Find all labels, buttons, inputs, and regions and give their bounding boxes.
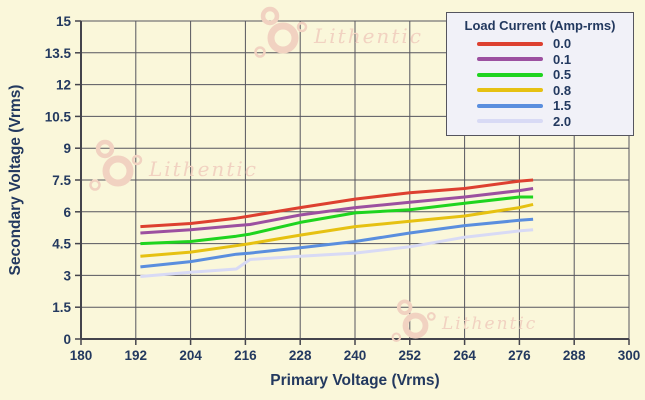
data-series [140,178,534,278]
legend-entry-0.1: 0.1 [453,52,627,68]
tick-label-x-240: 240 [344,348,367,363]
legend-entry-0.5: 0.5 [453,67,627,83]
tick-label-x-180: 180 [70,348,93,363]
x-axis-title: Primary Voltage (Vrms) [270,372,439,389]
legend-swatch-0.5 [477,72,543,77]
tick-label-x-252: 252 [399,348,422,363]
legend-label-2.0: 2.0 [553,113,572,129]
series-line-1.5 [140,217,534,269]
tick-label-y-15: 15 [56,14,72,29]
legend-entry-0.8: 0.8 [453,83,627,99]
tick-label-y-3: 3 [63,268,71,283]
series-line-0.1 [140,187,534,235]
tick-label-x-288: 288 [563,348,586,363]
tick-label-y-0: 0 [63,332,71,347]
legend-swatch-0.8 [477,88,543,93]
tick-label-x-300: 300 [618,348,641,363]
series-line-0.0 [140,178,534,229]
tick-label-y-7.5: 7.5 [52,173,71,188]
tick-label-x-228: 228 [289,348,312,363]
tick-label-y-12: 12 [56,78,71,93]
tick-label-y-6: 6 [63,205,71,220]
tick-label-y-10.5: 10.5 [45,109,72,124]
legend-swatch-0.1 [477,57,543,62]
tick-label-y-4.5: 4.5 [52,237,71,252]
legend-label-0.1: 0.1 [553,51,572,67]
legend-label-0.5: 0.5 [553,67,572,83]
axis-tick-labels: 180 192 204 216 228 240 252 264 276 288 300 0 1.5 3 4.… [45,14,641,363]
tick-label-y-13.5: 13.5 [45,46,72,61]
tick-label-x-216: 216 [234,348,257,363]
legend-rows: 0.0 0.1 0.5 0.8 1.5 2.0 [453,36,627,129]
tick-label-y-1.5: 1.5 [52,300,71,315]
series-line-0.8 [140,202,534,258]
series-line-2.0 [140,228,534,278]
tick-label-x-192: 192 [125,348,148,363]
legend-label-0.0: 0.0 [553,36,572,52]
legend: Load Current (Amp-rms) 0.0 0.1 0.5 0.8 1.5 2.… [446,12,634,136]
legend-label-0.8: 0.8 [553,82,572,98]
legend-entry-1.5: 1.5 [453,98,627,114]
legend-swatch-2.0 [477,119,543,124]
legend-entry-0.0: 0.0 [453,36,627,52]
legend-title: Load Current (Amp-rms) [464,18,616,33]
tick-label-x-204: 204 [179,348,202,363]
y-axis-title: Secondary Voltage (Vrms) [7,85,24,276]
series-line-0.5 [140,195,534,246]
legend-label-1.5: 1.5 [553,98,572,114]
legend-entry-2.0: 2.0 [453,114,627,130]
tick-label-x-264: 264 [453,348,476,363]
axis-lines [80,21,629,340]
tick-label-x-276: 276 [508,348,531,363]
legend-swatch-1.5 [477,103,543,108]
tick-label-y-9: 9 [63,141,71,156]
legend-swatch-0.0 [477,41,543,46]
